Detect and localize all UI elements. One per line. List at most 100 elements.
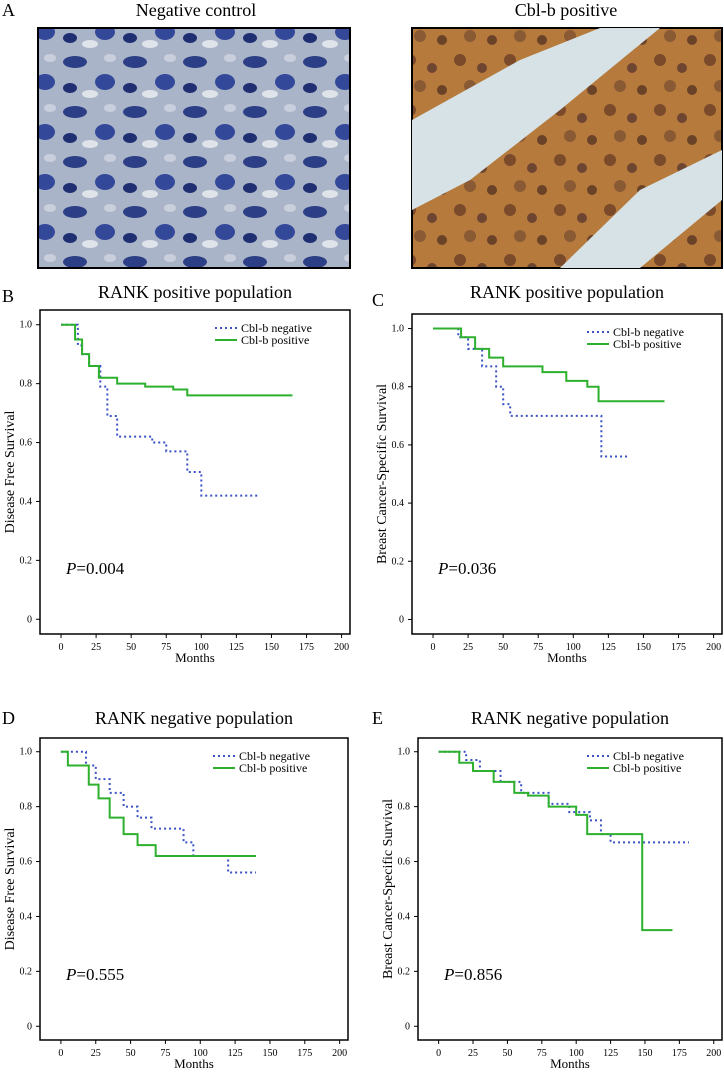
x-tick-label: 175	[299, 642, 314, 653]
legend-label: Cbl-b negative	[241, 321, 312, 335]
x-tick-label: 125	[229, 642, 244, 653]
p-text: =0.555	[76, 965, 124, 984]
survival-curve	[60, 750, 257, 858]
x-axis-label: Months	[550, 1056, 590, 1071]
p-value: P=0.036	[437, 559, 496, 578]
x-tick-label: 175	[672, 1048, 687, 1059]
x-axis-label: Months	[174, 1056, 214, 1071]
panel-letter: C	[372, 290, 384, 310]
plot-frame	[411, 313, 723, 635]
y-axis-label: Breast Cancer-Specific Survival	[375, 384, 390, 564]
y-axis-label: Disease Free Survival	[3, 410, 18, 533]
survival-curve	[61, 323, 258, 497]
y-tick-label: 0.6	[398, 857, 411, 868]
y-tick-label: 0.2	[20, 555, 33, 566]
x-tick-label: 0	[59, 642, 64, 653]
x-tick-label: 75	[161, 642, 171, 653]
x-tick-label: 25	[91, 642, 101, 653]
survival-curve	[433, 327, 630, 458]
x-tick-label: 75	[537, 1048, 547, 1059]
micrograph-negative	[37, 27, 351, 269]
chart-title: RANK positive population	[98, 282, 292, 302]
legend-label: Cbl-b negative	[613, 749, 684, 763]
x-tick-label: 125	[228, 1048, 243, 1059]
y-tick-label: 0.6	[392, 440, 405, 451]
legend-label: Cbl-b negative	[239, 749, 310, 763]
x-tick-label: 25	[91, 1048, 101, 1059]
x-tick-label: 0	[58, 1048, 63, 1059]
x-tick-label: 25	[463, 642, 473, 653]
y-tick-label: 0.2	[398, 966, 411, 977]
x-tick-label: 125	[601, 642, 616, 653]
y-tick-label: 0	[27, 614, 32, 625]
chart-title: RANK negative population	[95, 708, 293, 728]
y-tick-label: 0.4	[392, 498, 405, 509]
p-value: P=0.555	[65, 965, 124, 984]
y-tick-label: 0.6	[20, 438, 33, 449]
chart-title: RANK positive population	[470, 282, 664, 302]
x-tick-label: 50	[498, 642, 508, 653]
p-value: P=0.856	[443, 965, 502, 984]
image-title: Negative control	[136, 0, 256, 20]
x-tick-label: 100	[566, 642, 581, 653]
panel-letter: B	[2, 286, 14, 306]
x-tick-label: 50	[126, 642, 136, 653]
x-tick-label: 200	[706, 1048, 721, 1059]
x-tick-label: 50	[126, 1048, 136, 1059]
x-tick-label: 75	[160, 1048, 170, 1059]
plot-frame	[39, 737, 349, 1041]
survival-curve	[60, 750, 257, 874]
x-tick-label: 175	[671, 642, 686, 653]
panel-letter: D	[2, 708, 15, 728]
x-tick-label: 25	[468, 1048, 478, 1059]
p-symbol: P	[443, 965, 454, 984]
stroma	[412, 28, 722, 268]
x-tick-label: 200	[334, 642, 349, 653]
y-tick-label: 0	[405, 1021, 410, 1032]
x-tick-label: 150	[636, 642, 651, 653]
x-tick-label: 0	[431, 642, 436, 653]
p-text: =0.856	[454, 965, 502, 984]
y-tick-label: 0.2	[392, 556, 405, 567]
x-axis-label: Months	[175, 650, 215, 665]
x-tick-label: 125	[603, 1048, 618, 1059]
y-axis-label: Breast Cancer-Specific Survival	[381, 799, 396, 979]
p-symbol: P	[65, 965, 76, 984]
image-title: Cbl-b positive	[515, 0, 618, 20]
y-tick-label: 1.0	[20, 747, 33, 758]
x-tick-label: 175	[297, 1048, 312, 1059]
y-tick-label: 1.0	[20, 320, 33, 331]
y-tick-label: 0.8	[398, 802, 411, 813]
legend-label: Cbl-b negative	[613, 325, 684, 339]
x-tick-label: 150	[262, 1048, 277, 1059]
y-tick-label: 0	[27, 1021, 32, 1032]
survival-curve	[433, 327, 665, 403]
x-tick-label: 75	[533, 642, 543, 653]
panel-letter: E	[372, 708, 383, 728]
x-axis-label: Months	[547, 650, 587, 665]
x-tick-label: 100	[194, 642, 209, 653]
p-text: =0.036	[448, 559, 496, 578]
plot-frame	[39, 309, 351, 635]
y-axis-label: Disease Free Survival	[3, 827, 18, 950]
x-tick-label: 0	[436, 1048, 441, 1059]
survival-curve	[61, 323, 293, 397]
legend-label: Cbl-b positive	[613, 761, 681, 775]
chart-title: RANK negative population	[471, 708, 669, 728]
p-text: =0.004	[76, 559, 124, 578]
x-tick-label: 150	[264, 642, 279, 653]
y-tick-label: 0.4	[20, 911, 33, 922]
x-tick-label: 100	[569, 1048, 584, 1059]
legend-label: Cbl-b positive	[613, 337, 681, 351]
legend-label: Cbl-b positive	[239, 761, 307, 775]
panel-letter: A	[2, 0, 15, 20]
y-tick-label: 0.2	[20, 966, 33, 977]
survival-curve	[438, 750, 673, 932]
x-tick-label: 200	[706, 642, 721, 653]
x-tick-label: 150	[637, 1048, 652, 1059]
y-tick-label: 1.0	[392, 324, 405, 335]
legend-label: Cbl-b positive	[241, 333, 309, 347]
x-tick-label: 200	[332, 1048, 347, 1059]
plot-frame	[417, 737, 723, 1041]
